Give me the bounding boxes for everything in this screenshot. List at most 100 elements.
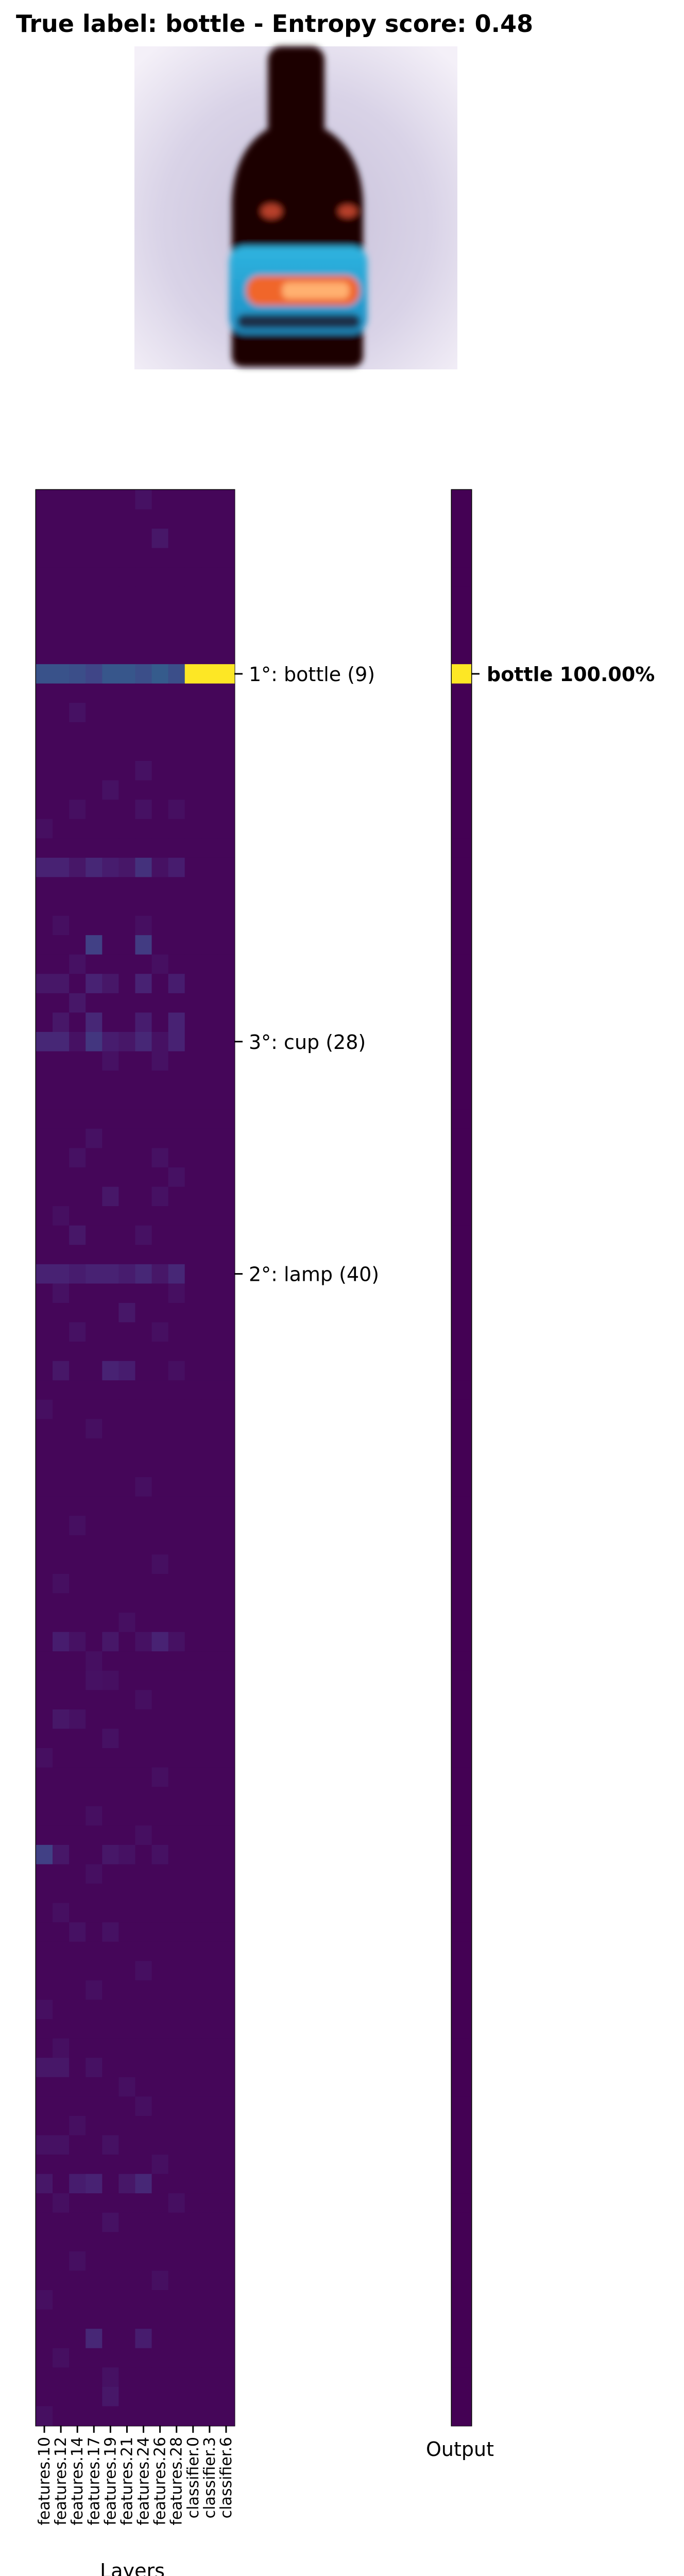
heatmap-cell bbox=[102, 1206, 119, 1226]
heatmap-cell bbox=[86, 1206, 102, 1226]
heatmap-cell bbox=[168, 2193, 185, 2213]
heatmap-cell bbox=[69, 1806, 86, 1826]
heatmap-cell bbox=[151, 664, 169, 684]
heatmap-cell bbox=[151, 1342, 169, 1362]
heatmap-cell bbox=[151, 490, 169, 510]
heatmap-cell bbox=[184, 1496, 202, 1516]
output-cell bbox=[452, 1748, 471, 1768]
heatmap-cell bbox=[135, 1961, 152, 1981]
heatmap-cell bbox=[86, 1999, 102, 2020]
heatmap-cell bbox=[151, 800, 169, 820]
heatmap-cell bbox=[118, 954, 136, 974]
heatmap-cell bbox=[217, 1380, 235, 1400]
heatmap-cell bbox=[102, 877, 119, 897]
output-cell bbox=[452, 2212, 471, 2232]
heatmap-cell bbox=[102, 1477, 119, 1497]
heatmap-cell bbox=[36, 1283, 53, 1303]
heatmap-cell bbox=[184, 509, 202, 529]
heatmap-cell bbox=[151, 1187, 169, 1207]
heatmap-cell bbox=[151, 2193, 169, 2213]
heatmap-cell bbox=[135, 1651, 152, 1671]
heatmap-cell bbox=[184, 1399, 202, 1419]
heatmap-cell bbox=[102, 567, 119, 587]
heatmap-cell bbox=[168, 1613, 185, 1633]
output-cell bbox=[452, 1516, 471, 1536]
heatmap-cell bbox=[86, 1941, 102, 1961]
heatmap-cell bbox=[217, 954, 235, 974]
heatmap-cell bbox=[86, 1787, 102, 1807]
output-cell bbox=[452, 2155, 471, 2175]
heatmap-cell bbox=[184, 819, 202, 839]
heatmap-cell bbox=[102, 1419, 119, 1439]
heatmap-cell bbox=[118, 1767, 136, 1787]
heatmap-cell bbox=[217, 800, 235, 820]
heatmap-cell bbox=[36, 1148, 53, 1168]
heatmap-cell bbox=[135, 916, 152, 936]
heatmap-cell bbox=[86, 954, 102, 974]
heatmap-cell bbox=[102, 2174, 119, 2194]
heatmap-cell bbox=[217, 2251, 235, 2272]
heatmap-cell bbox=[151, 2135, 169, 2155]
heatmap-cell bbox=[53, 780, 70, 800]
heatmap-cell bbox=[201, 683, 218, 703]
heatmap-cell bbox=[53, 1167, 70, 1188]
heatmap-cell bbox=[201, 1922, 218, 1942]
heatmap-cell bbox=[217, 1806, 235, 1826]
heatmap-cell bbox=[201, 1264, 218, 1284]
heatmap-cell bbox=[69, 2406, 86, 2426]
heatmap-cell bbox=[135, 1806, 152, 1826]
heatmap-cell bbox=[36, 1245, 53, 1265]
heatmap-cell bbox=[217, 2019, 235, 2039]
heatmap-cell bbox=[135, 1128, 152, 1148]
heatmap-cell bbox=[151, 1573, 169, 1594]
heatmap-cell bbox=[217, 1012, 235, 1032]
heatmap-cell bbox=[168, 896, 185, 917]
heatmap-cell bbox=[69, 625, 86, 646]
output-cell bbox=[452, 1458, 471, 1478]
heatmap-cell bbox=[69, 819, 86, 839]
heatmap-cell bbox=[118, 935, 136, 955]
heatmap-cell bbox=[217, 2270, 235, 2291]
heatmap-cell bbox=[168, 1651, 185, 1671]
heatmap-cell bbox=[151, 1128, 169, 1148]
heatmap-cell bbox=[135, 1399, 152, 1419]
heatmap-cell bbox=[118, 1903, 136, 1923]
heatmap-cell bbox=[86, 1380, 102, 1400]
heatmap-cell bbox=[118, 1167, 136, 1188]
heatmap-cell bbox=[118, 1012, 136, 1032]
heatmap-cell bbox=[69, 2367, 86, 2387]
heatmap-cell bbox=[118, 2174, 136, 2194]
heatmap-cell bbox=[86, 567, 102, 587]
heatmap-cell bbox=[102, 2406, 119, 2426]
heatmap-cell bbox=[217, 1884, 235, 1904]
heatmap-cell bbox=[69, 1884, 86, 1904]
heatmap-cell bbox=[135, 819, 152, 839]
heatmap-cell bbox=[135, 2386, 152, 2407]
output-cell bbox=[452, 2270, 471, 2291]
heatmap-cell bbox=[184, 664, 202, 684]
output-cell bbox=[452, 1148, 471, 1168]
heatmap-cell bbox=[151, 1632, 169, 1652]
heatmap-cell bbox=[53, 567, 70, 587]
heatmap-cell bbox=[201, 606, 218, 626]
heatmap-cell bbox=[118, 2406, 136, 2426]
heatmap-cell bbox=[135, 1206, 152, 1226]
heatmap-cell bbox=[217, 1438, 235, 1459]
heatmap-cell bbox=[184, 722, 202, 742]
layer-heatmap-column-ticks: features.10features.12features.14feature… bbox=[36, 2426, 235, 2526]
heatmap-cell bbox=[217, 1709, 235, 1730]
heatmap-cell bbox=[201, 1128, 218, 1148]
heatmap-cell bbox=[86, 2251, 102, 2272]
heatmap-cell bbox=[36, 1342, 53, 1362]
heatmap-cell bbox=[151, 2251, 169, 2272]
heatmap-cell bbox=[135, 974, 152, 994]
heatmap-cell bbox=[102, 1573, 119, 1594]
heatmap-cell bbox=[151, 2329, 169, 2349]
heatmap-cell bbox=[184, 586, 202, 607]
heatmap-cell bbox=[69, 2193, 86, 2213]
heatmap-cell bbox=[102, 1554, 119, 1574]
heatmap-cell bbox=[118, 916, 136, 936]
heatmap-cell bbox=[135, 1090, 152, 1110]
heatmap-cell bbox=[151, 1438, 169, 1459]
heatmap-cell bbox=[151, 993, 169, 1013]
